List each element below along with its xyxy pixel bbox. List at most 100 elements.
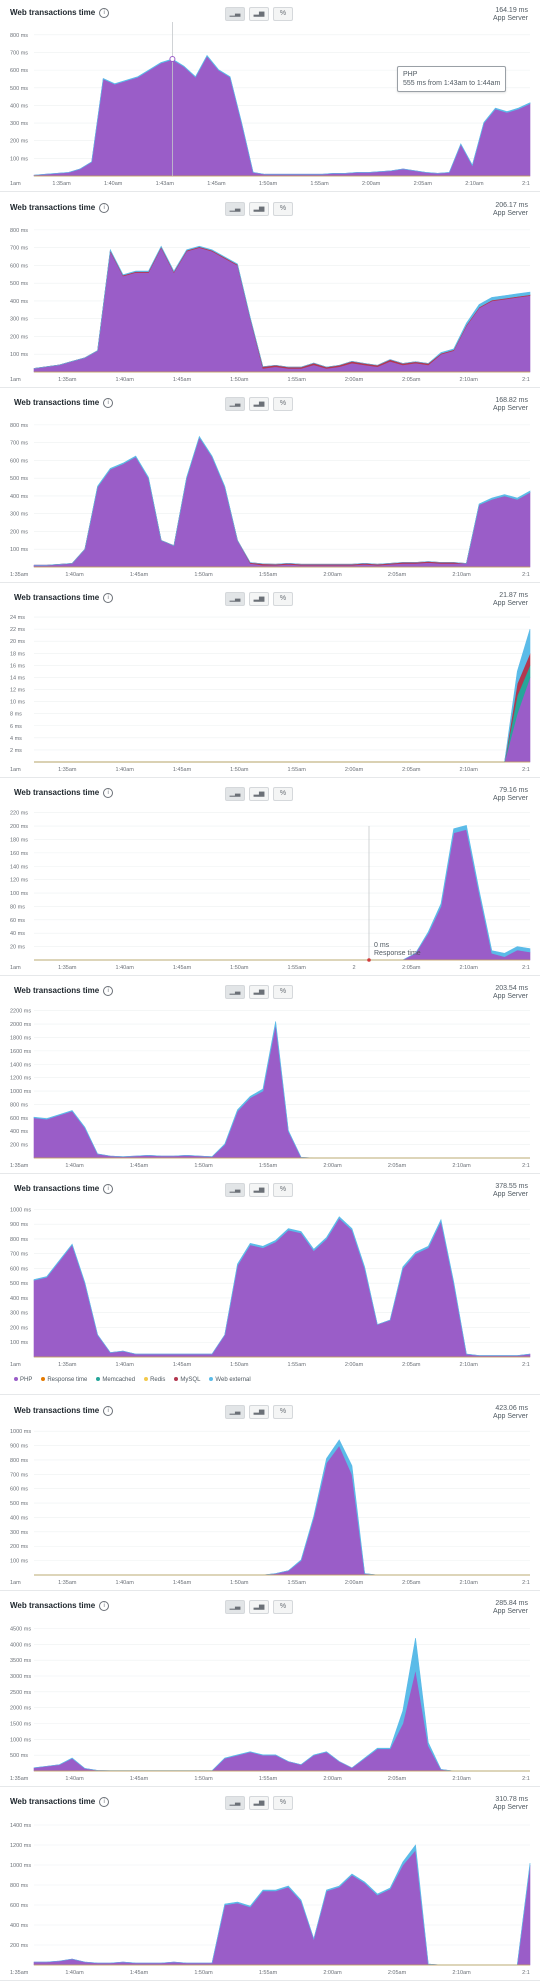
- percent-icon-button[interactable]: %: [273, 985, 293, 999]
- series-area-web-external[interactable]: [34, 629, 531, 763]
- panel-title: Web transactions time i: [10, 8, 110, 18]
- info-icon[interactable]: i: [103, 1184, 114, 1194]
- y-tick-label: 500 ms: [10, 1281, 28, 1287]
- series-area-web-external[interactable]: [34, 1844, 531, 1966]
- stacked-chart-icon-button[interactable]: ▂▅: [249, 592, 269, 606]
- line-chart-icon-button[interactable]: ▁▃: [225, 1183, 245, 1197]
- chart-panel: Web transactions time i ▁▃ ▂▅% 79.16 ms App S…: [0, 780, 540, 976]
- series-area-php[interactable]: [34, 677, 531, 763]
- x-tick-label: 2:05am: [402, 767, 421, 773]
- summary: 423.06 ms App Server: [493, 1405, 528, 1421]
- line-chart-icon: ▁▃: [229, 1186, 241, 1193]
- series-area-php[interactable]: [34, 829, 531, 961]
- legend-item[interactable]: Web external: [209, 1377, 251, 1383]
- percent-icon-button[interactable]: %: [273, 1183, 293, 1197]
- x-tick-label: 1:55am: [287, 1362, 306, 1368]
- series-area-web-external[interactable]: [33, 1637, 530, 1772]
- line-chart-icon-button[interactable]: ▁▃: [225, 787, 245, 801]
- stacked-chart-icon: ▂▅: [253, 1603, 265, 1610]
- series-area-php[interactable]: [34, 1444, 530, 1576]
- stacked-chart-icon-button[interactable]: ▂▅: [249, 1183, 269, 1197]
- y-tick-label: 1000 ms: [10, 1207, 31, 1213]
- percent-icon: %: [279, 790, 287, 797]
- y-tick-label: 100 ms: [10, 352, 28, 358]
- y-tick-label: 100 ms: [10, 547, 28, 553]
- x-tick-label: 1:45am: [207, 181, 226, 187]
- y-tick-label: 600 ms: [10, 458, 28, 464]
- series-area-php[interactable]: [33, 1849, 531, 1966]
- legend-item[interactable]: PHP: [14, 1377, 32, 1383]
- series-area-web-external[interactable]: [33, 245, 531, 369]
- line-chart-icon-button[interactable]: ▁▃: [225, 202, 245, 216]
- y-tick-label: 600 ms: [10, 1116, 28, 1122]
- line-chart-icon-button[interactable]: ▁▃: [225, 1405, 245, 1419]
- legend-item[interactable]: Response time: [41, 1377, 87, 1383]
- line-chart-icon-button[interactable]: ▁▃: [225, 592, 245, 606]
- line-chart-icon-button[interactable]: ▁▃: [225, 985, 245, 999]
- info-icon[interactable]: i: [103, 1406, 114, 1416]
- line-chart-icon-button[interactable]: ▁▃: [225, 1796, 245, 1810]
- series-area-web-external[interactable]: [33, 54, 531, 176]
- percent-icon-button[interactable]: %: [273, 1405, 293, 1419]
- percent-icon: %: [279, 1408, 287, 1415]
- info-icon[interactable]: i: [103, 788, 114, 798]
- summary: 21.87 ms App Server: [493, 592, 528, 608]
- summary-value: 168.82 ms: [495, 397, 528, 404]
- percent-icon-button[interactable]: %: [273, 397, 293, 411]
- percent-icon-button[interactable]: %: [273, 202, 293, 216]
- info-icon[interactable]: i: [103, 398, 114, 408]
- y-tick-label: 1400 ms: [10, 1062, 31, 1068]
- info-icon[interactable]: i: [99, 203, 110, 213]
- x-tick-label: 1:40am: [115, 1580, 134, 1586]
- x-tick-label: 2:10am: [452, 1163, 471, 1169]
- percent-icon-button[interactable]: %: [273, 592, 293, 606]
- info-icon[interactable]: i: [103, 593, 114, 603]
- line-chart-icon: ▁▃: [229, 205, 241, 212]
- stacked-chart-icon-button[interactable]: ▂▅: [249, 1600, 269, 1614]
- stacked-chart-icon-button[interactable]: ▂▅: [249, 1405, 269, 1419]
- info-icon[interactable]: i: [99, 8, 110, 18]
- percent-icon-button[interactable]: %: [273, 1600, 293, 1614]
- series-area-web-external[interactable]: [33, 1216, 531, 1356]
- stacked-chart-icon-button[interactable]: ▂▅: [249, 985, 269, 999]
- y-tick-label: 900 ms: [10, 1444, 28, 1450]
- info-icon[interactable]: i: [99, 1797, 110, 1807]
- y-tick-label: 4000 ms: [10, 1642, 31, 1648]
- legend-item[interactable]: Redis: [144, 1377, 165, 1383]
- series-area-mysql[interactable]: [34, 653, 531, 763]
- stacked-chart-icon-button[interactable]: ▂▅: [249, 397, 269, 411]
- x-tick-label: 1:40am: [65, 1163, 84, 1169]
- stacked-chart-icon-button[interactable]: ▂▅: [249, 1796, 269, 1810]
- info-icon[interactable]: i: [99, 1601, 110, 1611]
- chart-panel: Web transactions time i ▁▃ ▂▅% 206.17 ms App …: [0, 195, 540, 388]
- percent-icon-button[interactable]: %: [273, 7, 293, 21]
- chart-type-toolbar: ▁▃ ▂▅%: [225, 1796, 293, 1810]
- legend-item[interactable]: Memcached: [96, 1377, 135, 1383]
- y-tick-label: 1600 ms: [10, 1049, 31, 1055]
- stacked-chart-icon: ▂▅: [253, 10, 265, 17]
- y-tick-label: 400 ms: [10, 1129, 28, 1135]
- y-tick-label: 4 ms: [10, 736, 22, 742]
- legend-item[interactable]: MySQL: [174, 1377, 200, 1383]
- series-area-web-external[interactable]: [34, 435, 531, 566]
- stacked-chart-icon-button[interactable]: ▂▅: [249, 7, 269, 21]
- x-tick-label: 2:1: [522, 377, 530, 383]
- percent-icon-button[interactable]: %: [273, 787, 293, 801]
- series-area-php[interactable]: [33, 436, 531, 568]
- line-chart-icon-button[interactable]: ▁▃: [225, 397, 245, 411]
- stacked-chart-icon-button[interactable]: ▂▅: [249, 787, 269, 801]
- summary-value: 378.55 ms: [495, 1183, 528, 1190]
- line-chart-icon-button[interactable]: ▁▃: [225, 1600, 245, 1614]
- panel-title: Web transactions time i: [10, 1797, 110, 1807]
- info-icon[interactable]: i: [103, 986, 114, 996]
- series-area-php[interactable]: [33, 1669, 530, 1772]
- x-tick-label: 1:50am: [194, 1776, 213, 1782]
- line-chart-icon-button[interactable]: ▁▃: [225, 7, 245, 21]
- y-tick-label: 1400 ms: [10, 1823, 31, 1829]
- percent-icon-button[interactable]: %: [273, 1796, 293, 1810]
- summary: 285.84 ms App Server: [493, 1600, 528, 1616]
- x-tick-label: 2:05am: [414, 181, 433, 187]
- stacked-chart-icon-button[interactable]: ▂▅: [249, 202, 269, 216]
- panel-title: Web transactions time i: [10, 1601, 110, 1611]
- summary: 168.82 ms App Server: [493, 397, 528, 413]
